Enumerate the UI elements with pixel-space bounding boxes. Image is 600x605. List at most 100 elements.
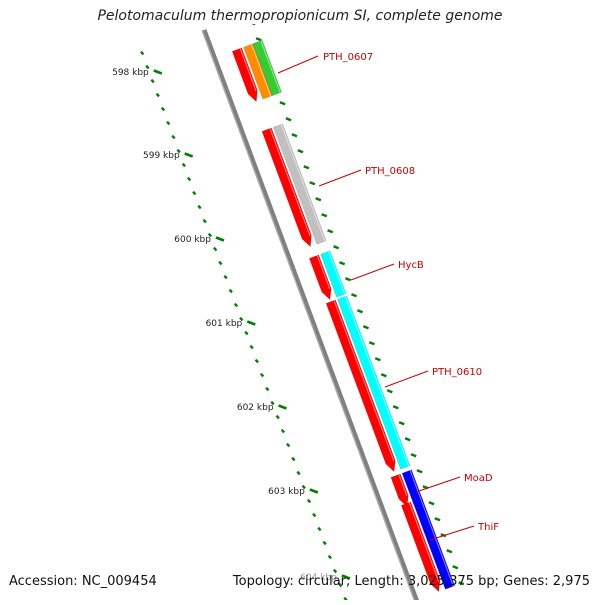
tick-mark [309, 181, 316, 186]
tick-mark [386, 389, 393, 394]
tick-mark [291, 133, 298, 138]
tick-mark [150, 78, 155, 84]
tick-mark [140, 50, 145, 56]
tick-mark [321, 213, 328, 218]
tick-mark [374, 357, 381, 362]
position-label: 601 kbp [206, 319, 243, 329]
leader-line [350, 263, 395, 281]
leader-line [415, 476, 461, 493]
tick-mark [306, 498, 312, 504]
tick-mark [291, 456, 296, 462]
tick-mark [428, 501, 435, 506]
tick-mark [176, 148, 181, 154]
major-tick [215, 236, 225, 242]
tick-mark [254, 358, 259, 364]
position-label: 599 kbp [143, 151, 180, 161]
tick-mark [434, 517, 441, 522]
tick-mark [145, 64, 150, 70]
tick-mark [202, 218, 207, 224]
leader-line [384, 370, 429, 388]
feature-sheen [344, 296, 410, 467]
tick-mark [315, 197, 322, 202]
tick-mark [297, 149, 304, 154]
gene-label: PTH_0607 [323, 52, 373, 63]
map-title: Pelotomaculum thermopropionicum SI, comp… [97, 8, 503, 24]
tick-mark [410, 453, 417, 458]
tick-mark [446, 549, 453, 554]
tick-mark [280, 428, 286, 434]
tick-mark [213, 246, 218, 252]
tick-mark [166, 120, 171, 126]
feature-pth_0607-band [243, 43, 273, 100]
feature-sheen [333, 300, 395, 462]
tick-mark [160, 106, 166, 112]
gene-label: PTH_0610 [432, 367, 482, 378]
tick-mark [186, 176, 192, 182]
feature-sheen [327, 251, 346, 295]
feature-thif-band [400, 501, 441, 593]
feature-sheen [239, 48, 257, 92]
tick-mark [392, 405, 399, 410]
feature-sheen [419, 498, 454, 587]
position-label: 602 kbp [237, 403, 274, 413]
feature-moad-band [401, 469, 424, 505]
feature-hycb-band [320, 250, 347, 298]
inner-tick-marks [140, 50, 348, 600]
genome-backbone [201, 29, 419, 600]
feature-moad-band [390, 473, 409, 508]
tick-mark [362, 325, 369, 330]
tick-mark [345, 277, 352, 282]
tick-mark [322, 540, 327, 546]
tick-mark [380, 373, 387, 378]
tick-mark [350, 293, 358, 298]
tick-mark [239, 316, 244, 322]
tick-mark [356, 309, 363, 314]
tick-mark [452, 565, 459, 570]
tick-mark [286, 442, 291, 448]
feature-pth_0607-band [252, 39, 282, 97]
leader-line [429, 525, 475, 541]
tick-mark [296, 470, 301, 476]
tick-mark [317, 526, 322, 532]
major-tick [278, 404, 288, 410]
tick-mark [285, 117, 292, 122]
gene-features [231, 39, 456, 593]
tick-mark [192, 190, 197, 196]
position-label: 598 kbp [112, 68, 149, 78]
tick-mark [398, 421, 405, 426]
leader-line [277, 55, 319, 74]
feature-sheen [409, 470, 423, 502]
tick-mark [265, 386, 270, 392]
tick-mark [181, 162, 186, 168]
major-tick [246, 320, 256, 326]
tick-mark [171, 134, 176, 140]
tick-mark [303, 165, 310, 170]
tick-mark [233, 302, 239, 308]
tick-mark [301, 484, 306, 490]
tick-mark [259, 372, 265, 378]
tick-mark [327, 229, 334, 234]
feature-sheen [280, 124, 326, 242]
tick-mark [279, 101, 286, 106]
gene-label: ThiF [477, 522, 499, 533]
tick-mark [416, 469, 423, 474]
major-tick [184, 152, 194, 158]
tick-mark [275, 414, 280, 420]
tick-mark [327, 554, 332, 560]
leader-line [318, 169, 362, 187]
tick-mark [338, 582, 343, 588]
position-label: 603 kbp [268, 487, 305, 497]
gene-label: HycB [398, 260, 424, 271]
topology-label: Topology: circular; Length: 3,025,375 bp… [232, 574, 590, 589]
tick-mark [255, 37, 262, 42]
tick-mark [218, 260, 223, 266]
feature-thif-band [412, 497, 456, 590]
feature-pth_0607-band [231, 47, 258, 103]
tick-mark [312, 512, 317, 518]
tick-mark [339, 261, 346, 266]
feature-pth_0608-band [272, 123, 327, 245]
feature-hycb-band [308, 254, 332, 301]
accession-label: Accession: NC_009454 [9, 574, 157, 589]
